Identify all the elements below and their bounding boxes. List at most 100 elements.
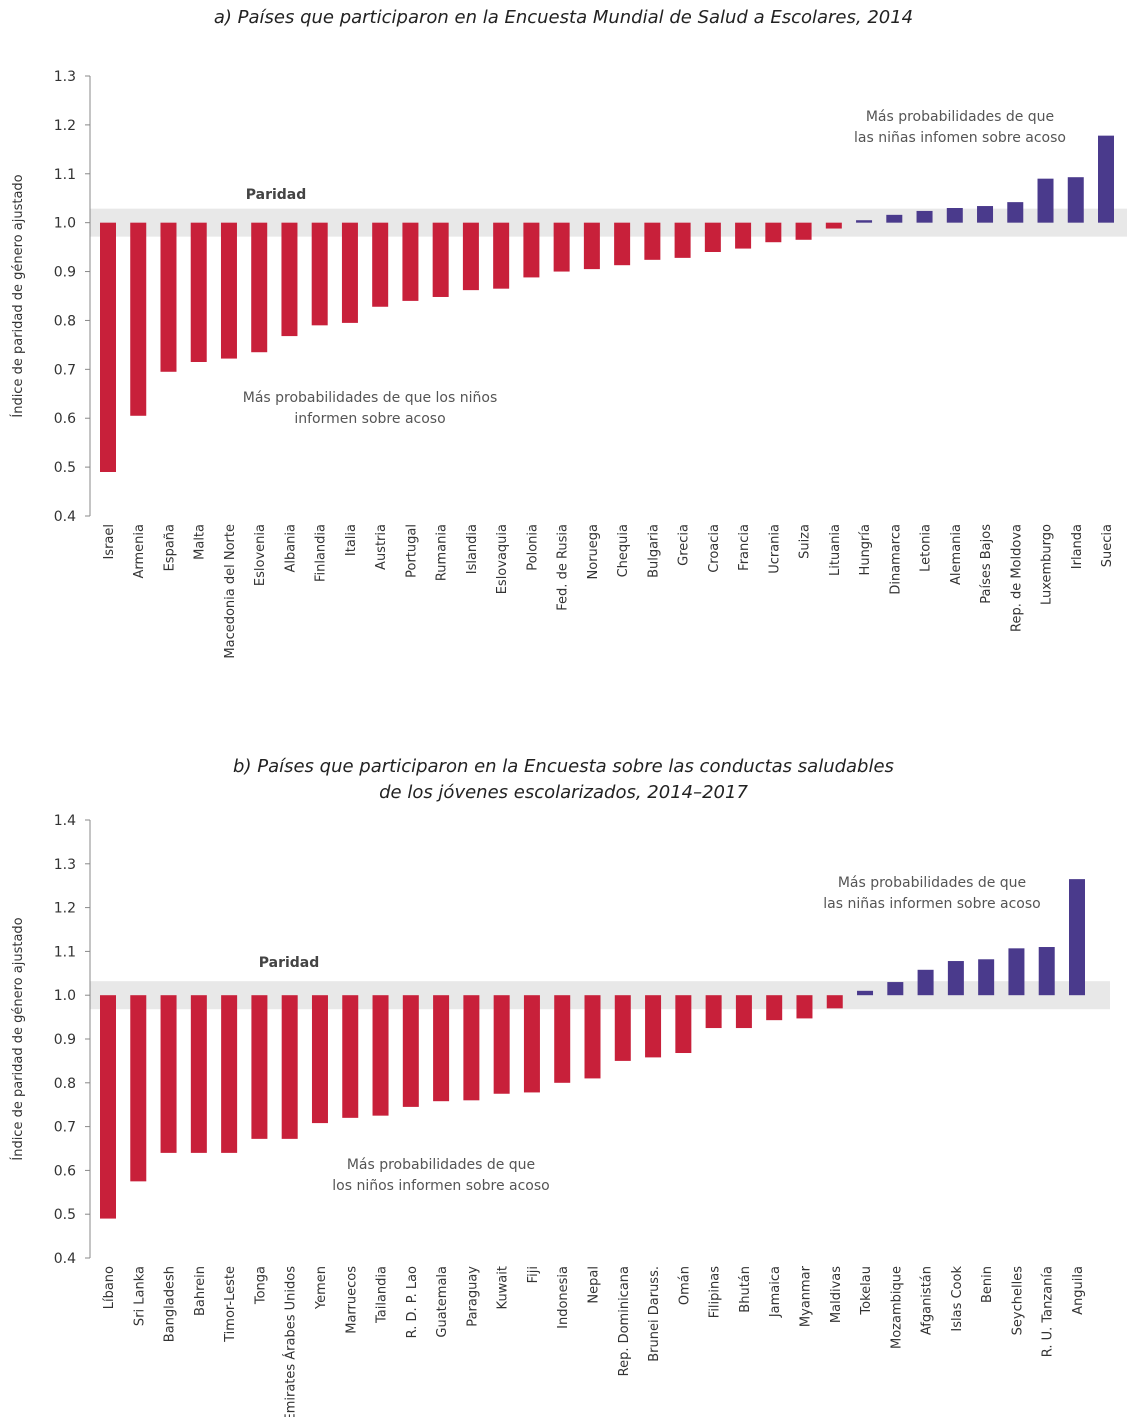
chart-a-title: a) Países que participaron en la Encuest… xyxy=(0,5,1127,31)
chart-b-bar xyxy=(523,995,540,1093)
chart-b-category-label: Rep. Dominicana xyxy=(617,1266,632,1376)
chart-b-category-label: Kuwait xyxy=(496,1266,511,1309)
chart-a-ytick-label: 1.3 xyxy=(54,69,76,85)
chart-a-bar xyxy=(977,206,994,223)
chart-b-note-girls: las niñas informen sobre acoso xyxy=(823,896,1040,912)
chart-b-category-label: Tailandia xyxy=(375,1266,390,1324)
chart-b-category-label: Tonga xyxy=(253,1266,268,1305)
chart-a-category-label: Letonia xyxy=(919,524,934,572)
chart-b-category-label: R. U. Tanzanía xyxy=(1041,1266,1056,1357)
chart-b-bar xyxy=(1008,948,1025,996)
chart-a-bar xyxy=(856,220,873,223)
chart-a-category-label: Croacia xyxy=(707,524,722,573)
chart-a-category-label: Suiza xyxy=(798,524,813,559)
chart-a-bar xyxy=(553,222,570,272)
chart-b-category-label: Anguila xyxy=(1071,1266,1086,1315)
chart-b-ytick-label: 0.9 xyxy=(54,1032,76,1048)
chart-a-category-label: Hungría xyxy=(858,524,873,575)
chart-a-ytick-label: 1.2 xyxy=(54,118,76,134)
chart-a-category-label: Eslovaquia xyxy=(495,524,510,594)
chart-a-bar xyxy=(1067,177,1084,223)
chart-a-category-label: Ucrania xyxy=(767,524,782,574)
chart-b-bar xyxy=(917,969,934,996)
chart-b-bar xyxy=(947,961,964,996)
chart-a-parity-label: Paridad xyxy=(246,187,307,203)
chart-b-bar xyxy=(221,995,238,1153)
chart-b-category-label: Bahrein xyxy=(193,1266,208,1316)
chart-b-bar xyxy=(190,995,207,1153)
chart-a-bar xyxy=(644,222,661,260)
chart-b-category-label: Mozambique xyxy=(889,1266,904,1349)
chart-b-category-label: Bhután xyxy=(738,1266,753,1313)
chart-b-bar xyxy=(372,995,389,1116)
chart-a-bar xyxy=(583,222,600,270)
chart-b-category-label: Jamaica xyxy=(768,1266,783,1318)
chart-a-bar xyxy=(614,222,631,266)
chart-a-category-label: Macedonia del Norte xyxy=(223,524,238,659)
chart-a-bar xyxy=(674,222,691,258)
chart-b-bar xyxy=(675,995,692,1054)
chart-b-ytick-label: 0.4 xyxy=(54,1251,76,1267)
chart-a-category-label: Países Bajos xyxy=(979,524,994,604)
chart-b-title: b) Países que participaron en la Encuest… xyxy=(0,754,1127,806)
chart-a-note-girls: Más probabilidades de que xyxy=(866,109,1054,125)
chart-a-note-boys: Más probabilidades de que los niños xyxy=(243,390,498,406)
chart-b-note-girls: Más probabilidades de que xyxy=(838,875,1026,891)
chart-b-ytick-label: 0.7 xyxy=(54,1120,76,1136)
chart-b-category-label: Filipinas xyxy=(708,1266,723,1318)
chart-b-bar xyxy=(342,995,359,1118)
chart-a-bar xyxy=(1007,202,1024,223)
chart-a-bar xyxy=(735,222,752,249)
chart-a-category-label: Grecia xyxy=(677,524,692,566)
chart-a-bar xyxy=(1037,178,1054,223)
chart-b-bar xyxy=(493,995,510,1094)
chart-b-note-boys: los niños informen sobre acoso xyxy=(332,1178,549,1194)
chart-b-y-axis-label: Índice de paridad de género ajustado xyxy=(10,917,26,1160)
chart-b-ytick-label: 1.4 xyxy=(54,813,76,829)
chart-a-bar xyxy=(886,214,903,223)
chart-b-bar xyxy=(1038,947,1055,996)
chart-a-bar xyxy=(160,222,177,372)
chart-a-ytick-label: 0.9 xyxy=(54,265,76,281)
chart-a-bar xyxy=(795,222,812,240)
chart-b-category-label: Marruecos xyxy=(344,1266,359,1334)
chart-a-ytick-label: 1.0 xyxy=(54,216,76,232)
chart-a-category-label: Islandia xyxy=(465,524,480,574)
chart-b-bar xyxy=(826,995,843,1009)
chart-b-category-label: Emirates Árabes Unidos xyxy=(283,1266,299,1417)
chart-b-category-label: Seychelles xyxy=(1010,1266,1025,1336)
chart-a-category-label: Albania xyxy=(283,524,298,573)
chart-b-category-label: Omán xyxy=(677,1266,692,1305)
chart-a-bar xyxy=(765,222,782,243)
chart-b-bar xyxy=(735,995,752,1029)
chart-b-category-label: Myanmar xyxy=(798,1265,813,1327)
chart-a-category-label: Rumania xyxy=(435,524,450,581)
chart-a-y-axis-label: Índice de paridad de género ajustado xyxy=(10,174,26,417)
chart-b-category-label: Sri Lanka xyxy=(132,1266,147,1326)
chart-a-category-label: Malta xyxy=(193,524,208,560)
chart-a-bar xyxy=(825,222,842,229)
chart-b-bar xyxy=(887,982,904,996)
chart-a-note-girls: las niñas infomen sobre acoso xyxy=(854,130,1066,146)
chart-b-bar xyxy=(160,995,177,1153)
chart-a-category-label: Chequia xyxy=(616,524,631,577)
chart-a-ytick-label: 0.4 xyxy=(54,509,76,525)
chart-b-bar xyxy=(100,995,116,1219)
chart-b-category-label: Guatemala xyxy=(435,1266,450,1338)
chart-a-category-label: Italia xyxy=(344,524,359,556)
chart-b-bar xyxy=(554,995,571,1083)
chart-a-category-label: Fed. de Rusia xyxy=(556,524,571,611)
chart-a-bar xyxy=(100,222,116,472)
chart-b-bar xyxy=(857,990,874,996)
chart-a-bar xyxy=(281,222,298,337)
chart-a-category-label: Luxemburgo xyxy=(1040,524,1055,605)
chart-a-category-label: España xyxy=(162,524,177,571)
chart-b-category-label: Brunei Daruss. xyxy=(647,1266,662,1362)
chart-b-bar xyxy=(978,959,995,996)
chart-b-ytick-label: 1.3 xyxy=(54,857,76,873)
chart-a-bar xyxy=(311,222,328,326)
chart-b-category-label: Maldivas xyxy=(829,1266,844,1323)
chart-a-category-label: Bulgaria xyxy=(646,524,661,578)
chart-a-bar xyxy=(462,222,479,291)
